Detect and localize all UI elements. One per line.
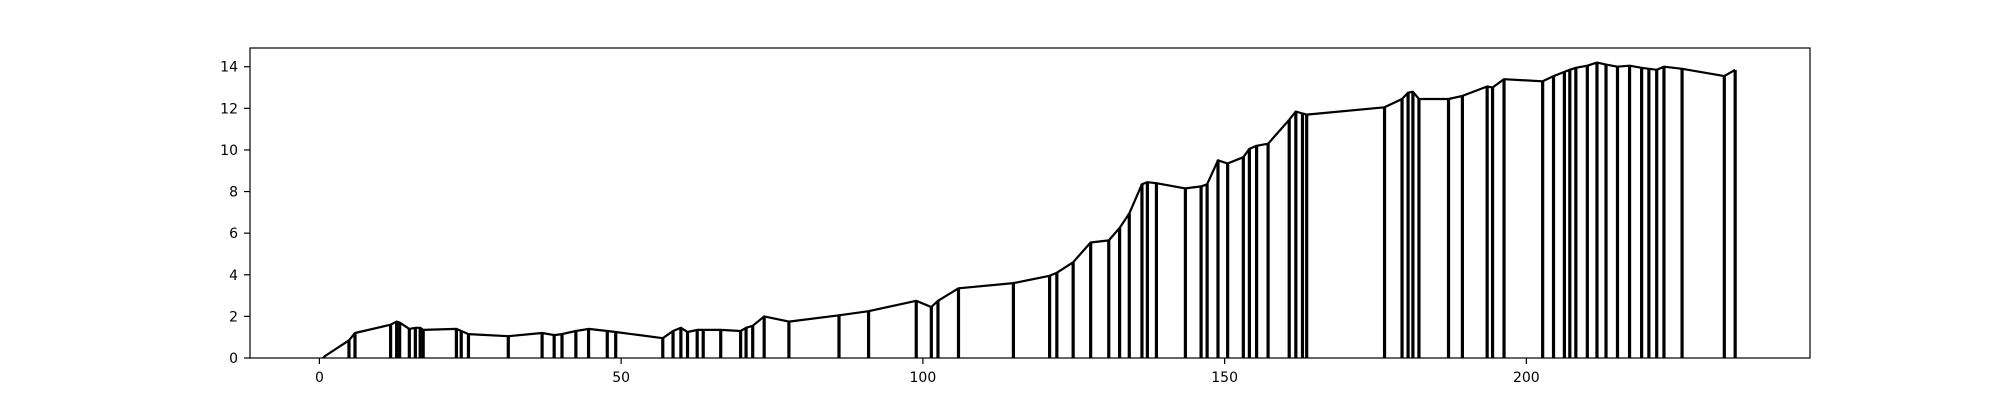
y-tick-label-6: 12 bbox=[220, 101, 238, 117]
y-tick-label-1: 2 bbox=[229, 309, 238, 325]
y-tick-label-4: 8 bbox=[229, 185, 238, 201]
x-tick-label-2: 100 bbox=[910, 370, 937, 386]
series-line bbox=[322, 61, 1736, 358]
y-tick-label-7: 14 bbox=[220, 60, 238, 76]
x-axis: 0 50 100 150 200 bbox=[315, 358, 1540, 386]
y-axis: 0 2 4 6 8 10 12 14 bbox=[220, 60, 250, 367]
y-tick-label-2: 4 bbox=[229, 268, 238, 284]
x-tick-label-1: 50 bbox=[612, 370, 630, 386]
x-tick-label-3: 150 bbox=[1211, 370, 1238, 386]
x-tick-label-0: 0 bbox=[315, 370, 324, 386]
y-tick-label-0: 0 bbox=[229, 351, 238, 367]
plot-frame bbox=[249, 47, 1811, 359]
y-tick-label-3: 6 bbox=[229, 226, 238, 242]
y-tick-label-5: 10 bbox=[220, 143, 238, 159]
x-tick-label-4: 200 bbox=[1513, 370, 1540, 386]
series-layer bbox=[322, 61, 1737, 358]
